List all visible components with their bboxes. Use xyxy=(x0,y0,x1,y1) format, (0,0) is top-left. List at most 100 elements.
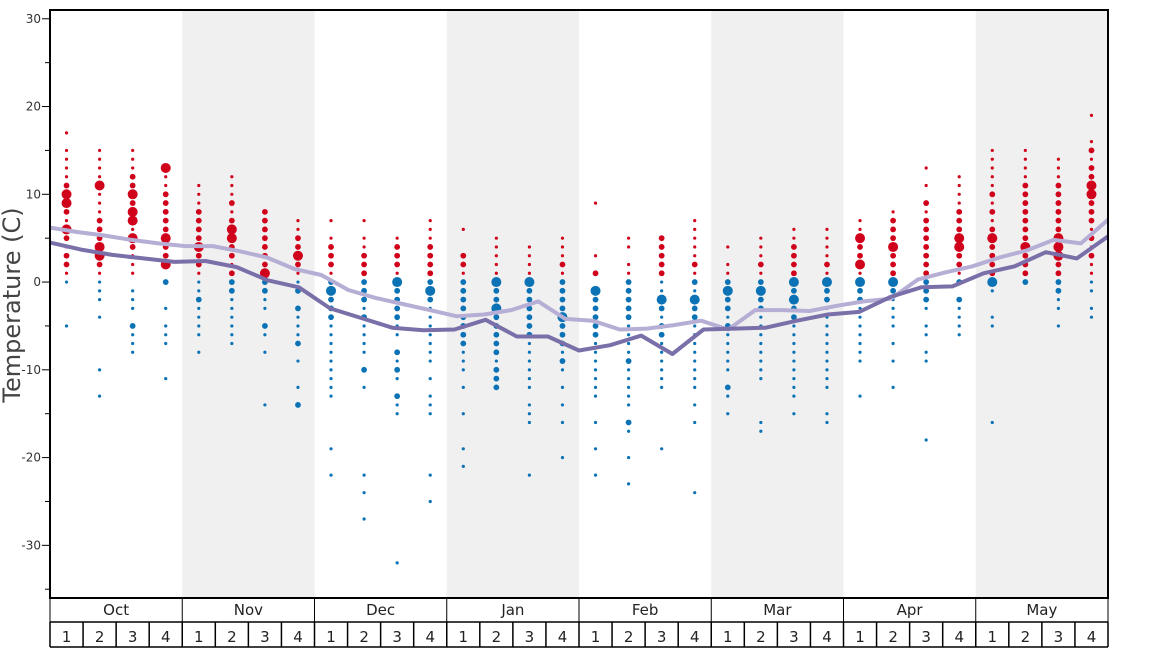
temperature-point xyxy=(626,394,631,398)
temperature-point xyxy=(131,157,135,161)
temperature-point xyxy=(427,270,434,277)
temperature-point xyxy=(890,252,896,259)
temperature-point xyxy=(228,287,235,294)
temperature-point xyxy=(427,279,434,285)
temperature-point xyxy=(757,261,764,268)
temperature-point xyxy=(197,324,201,328)
temperature-point xyxy=(689,294,700,305)
temperature-point xyxy=(559,261,566,268)
temperature-point xyxy=(493,296,500,303)
temperature-point xyxy=(1056,324,1061,328)
temperature-point xyxy=(428,236,432,240)
temperature-point xyxy=(825,412,829,416)
temperature-point xyxy=(263,298,267,302)
temperature-point xyxy=(791,244,797,250)
temperature-point xyxy=(527,385,532,389)
temperature-point xyxy=(693,254,697,258)
temperature-point xyxy=(891,341,895,346)
temperature-point xyxy=(858,359,862,363)
temperature-point xyxy=(755,285,766,296)
temperature-point xyxy=(890,226,896,233)
temperature-point xyxy=(1022,217,1029,224)
temperature-point xyxy=(228,252,235,259)
temperature-point xyxy=(990,219,994,223)
temperature-point xyxy=(956,217,963,224)
temperature-point xyxy=(693,341,697,346)
temperature-point xyxy=(395,333,399,337)
temperature-point xyxy=(757,279,764,285)
temperature-point xyxy=(263,403,267,407)
temperature-point xyxy=(990,289,994,293)
week-label: 4 xyxy=(822,628,832,646)
temperature-point xyxy=(329,385,333,389)
temperature-point xyxy=(990,157,994,161)
temperature-point xyxy=(626,245,631,249)
temperature-point xyxy=(228,200,235,206)
temperature-point xyxy=(164,341,168,346)
temperature-point xyxy=(924,210,928,214)
temperature-point xyxy=(924,333,928,337)
temperature-point xyxy=(362,236,366,240)
temperature-point xyxy=(1086,180,1097,191)
temperature-point xyxy=(858,324,862,328)
week-label: 2 xyxy=(888,628,898,646)
week-label: 1 xyxy=(591,628,601,646)
temperature-point xyxy=(394,252,401,259)
temperature-point xyxy=(990,166,994,170)
temperature-point xyxy=(394,305,401,312)
temperature-point xyxy=(63,261,70,268)
month-band xyxy=(182,10,315,598)
temperature-point xyxy=(957,315,961,319)
temperature-point xyxy=(129,323,136,329)
temperature-point xyxy=(262,261,268,268)
temperature-point xyxy=(461,350,465,354)
temperature-point xyxy=(825,376,829,381)
temperature-point xyxy=(857,252,863,259)
temperature-point xyxy=(131,298,135,302)
temperature-point xyxy=(560,350,565,354)
temperature-point xyxy=(329,368,333,372)
week-label: 1 xyxy=(326,628,336,646)
month-label: Mar xyxy=(763,601,792,619)
temperature-point xyxy=(94,180,105,191)
temperature-point xyxy=(990,148,994,153)
temperature-point xyxy=(197,192,201,196)
temperature-point xyxy=(792,333,796,337)
temperature-point xyxy=(693,368,697,372)
temperature-point xyxy=(230,175,234,179)
month-band xyxy=(446,10,579,598)
temperature-point xyxy=(956,261,963,268)
temperature-point xyxy=(129,173,136,180)
temperature-point xyxy=(792,236,796,240)
temperature-point xyxy=(394,261,401,268)
temperature-point xyxy=(791,314,797,321)
temperature-point xyxy=(858,333,862,337)
temperature-point xyxy=(1089,227,1094,232)
temperature-point xyxy=(855,233,866,244)
temperature-point xyxy=(527,473,532,477)
temperature-point xyxy=(593,447,598,451)
temperature-point xyxy=(724,279,731,285)
temperature-point xyxy=(792,227,796,232)
temperature-point xyxy=(1053,241,1064,252)
temperature-point xyxy=(362,473,366,477)
temperature-point xyxy=(362,219,366,223)
temperature-point xyxy=(858,227,862,232)
temperature-point xyxy=(726,271,730,275)
temperature-point xyxy=(328,252,334,259)
temperature-point xyxy=(262,235,268,242)
temperature-point xyxy=(890,217,896,224)
temperature-point xyxy=(989,252,996,259)
temperature-point xyxy=(494,236,498,240)
temperature-point xyxy=(1022,200,1029,206)
temperature-point xyxy=(1055,270,1062,277)
temperature-point xyxy=(1055,261,1062,268)
temperature-point xyxy=(64,148,69,153)
temperature-point xyxy=(131,306,135,310)
temperature-point xyxy=(296,359,300,363)
week-label: 3 xyxy=(921,628,931,646)
temperature-point xyxy=(593,473,598,477)
temperature-point xyxy=(97,192,102,196)
temperature-point xyxy=(494,254,498,258)
temperature-point xyxy=(460,305,467,312)
